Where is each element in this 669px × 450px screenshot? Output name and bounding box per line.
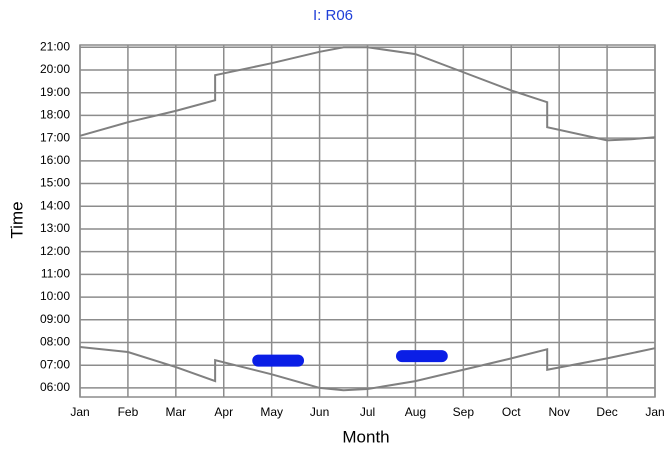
x-tick-label: Jul <box>360 405 375 419</box>
x-tick-label: Jun <box>310 405 329 419</box>
y-tick-label: 06:00 <box>40 380 70 394</box>
x-axis-label: Month <box>342 427 389 446</box>
y-tick-label: 14:00 <box>40 198 70 212</box>
y-tick-label: 11:00 <box>41 267 70 281</box>
x-tick-label: Dec <box>596 405 617 419</box>
y-tick-label: 20:00 <box>40 62 70 76</box>
y-tick-label: 19:00 <box>40 85 70 99</box>
x-tick-label: Apr <box>214 405 233 419</box>
x-tick-label: May <box>260 405 283 419</box>
y-tick-label: 17:00 <box>40 130 70 144</box>
x-tick-label: Nov <box>548 405 569 419</box>
x-tick-label: Mar <box>165 405 186 419</box>
x-tick-label: Jan <box>70 405 89 419</box>
y-tick-label: 18:00 <box>40 108 70 122</box>
x-tick-label: Oct <box>502 405 521 419</box>
y-tick-label: 13:00 <box>40 221 70 235</box>
x-tick-label: Sep <box>453 405 475 419</box>
y-tick-label: 12:00 <box>40 244 70 258</box>
x-tick-label: Jan <box>645 405 664 419</box>
y-tick-label: 07:00 <box>40 357 70 371</box>
plot-frame <box>79 44 656 398</box>
y-tick-label: 09:00 <box>40 312 70 326</box>
y-axis-label: Time <box>7 201 26 238</box>
x-tick-label: Feb <box>118 405 139 419</box>
y-tick-label: 10:00 <box>40 289 70 303</box>
line <box>79 46 656 142</box>
y-tick-label: 16:00 <box>40 153 70 167</box>
chart-title: I: R06 <box>313 7 353 24</box>
y-tick-label: 15:00 <box>40 176 70 190</box>
y-tick-label: 08:00 <box>40 335 70 349</box>
y-tick-label: 21:00 <box>40 39 70 53</box>
x-tick-label: Aug <box>405 405 426 419</box>
line <box>79 346 656 392</box>
